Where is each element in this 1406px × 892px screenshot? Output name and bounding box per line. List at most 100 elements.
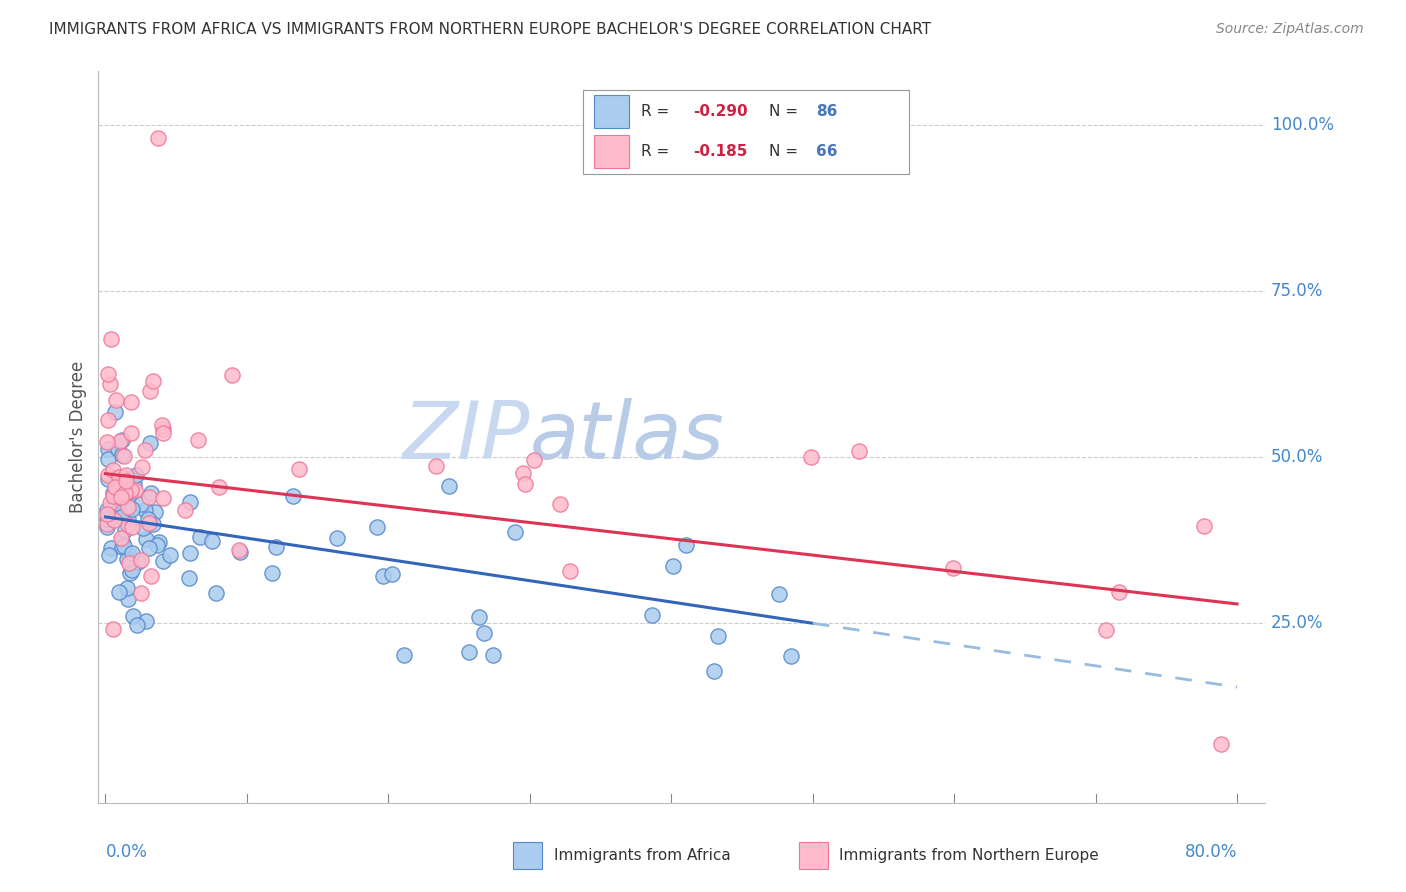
Bar — [595, 136, 630, 169]
Point — [179, 545, 201, 559]
Point — [96, 512, 118, 526]
Point — [437, 479, 460, 493]
Point — [122, 477, 145, 491]
Point — [115, 485, 138, 500]
Bar — [595, 95, 630, 128]
Point — [114, 480, 136, 494]
Point — [115, 467, 138, 482]
Point — [134, 442, 156, 457]
Point — [800, 450, 823, 465]
Point — [208, 480, 231, 494]
Point — [101, 485, 124, 500]
Point — [264, 540, 287, 554]
Text: 80.0%: 80.0% — [1185, 843, 1237, 861]
Point — [707, 629, 730, 643]
Point — [115, 581, 138, 595]
Point — [152, 426, 174, 441]
Point — [108, 434, 131, 448]
Point — [703, 665, 725, 679]
Point — [467, 610, 489, 624]
Point — [228, 542, 250, 557]
Text: 75.0%: 75.0% — [1271, 282, 1323, 300]
Point — [104, 405, 127, 419]
Point — [558, 564, 581, 578]
Point — [115, 474, 138, 488]
Point — [97, 413, 120, 427]
Point — [97, 452, 120, 467]
Point — [97, 472, 120, 486]
Point — [458, 645, 481, 659]
Point — [768, 587, 790, 601]
Point — [150, 417, 173, 432]
Point — [179, 570, 201, 584]
Point — [221, 368, 243, 382]
Point — [142, 516, 165, 531]
Point — [96, 520, 118, 534]
Point — [142, 374, 165, 388]
Point — [108, 503, 131, 517]
Point — [117, 512, 139, 526]
FancyBboxPatch shape — [582, 90, 910, 174]
Point — [173, 503, 195, 517]
Point — [114, 523, 136, 537]
Point — [1108, 585, 1130, 599]
Point — [661, 558, 683, 573]
Point — [159, 549, 181, 563]
Point — [110, 475, 132, 490]
Point — [96, 517, 118, 532]
Text: 86: 86 — [815, 104, 838, 120]
Point — [152, 554, 174, 568]
Point — [129, 586, 152, 600]
Point — [129, 497, 152, 511]
Point — [101, 463, 124, 477]
Point — [114, 485, 136, 500]
Point — [1095, 623, 1118, 637]
Text: atlas: atlas — [530, 398, 725, 476]
Point — [127, 555, 149, 569]
Point — [136, 512, 159, 526]
Point — [96, 502, 118, 516]
Point — [118, 566, 141, 580]
Point — [148, 534, 170, 549]
Text: R =: R = — [641, 145, 675, 160]
Point — [512, 466, 534, 480]
Point — [120, 395, 142, 409]
Point — [121, 520, 143, 534]
Point — [131, 459, 153, 474]
Point — [98, 376, 121, 391]
Point — [472, 626, 495, 640]
Point — [110, 490, 132, 504]
Point — [675, 538, 697, 552]
Point — [112, 450, 135, 464]
Point — [117, 518, 139, 533]
Text: -0.185: -0.185 — [693, 145, 748, 160]
Point — [127, 618, 149, 632]
Point — [134, 502, 156, 516]
Text: N =: N = — [769, 104, 803, 120]
Point — [120, 483, 142, 498]
Point — [366, 520, 388, 534]
Point — [110, 509, 132, 524]
Point — [505, 525, 527, 540]
Point — [97, 442, 120, 456]
Point — [120, 487, 142, 501]
Point — [481, 648, 503, 662]
Point — [188, 531, 211, 545]
Point — [104, 480, 127, 494]
Point — [110, 531, 132, 545]
Point — [392, 648, 415, 662]
Point — [146, 131, 169, 145]
Point — [146, 538, 169, 552]
Point — [371, 569, 394, 583]
Point — [124, 468, 146, 483]
Point — [641, 607, 664, 622]
Text: IMMIGRANTS FROM AFRICA VS IMMIGRANTS FROM NORTHERN EUROPE BACHELOR'S DEGREE CORR: IMMIGRANTS FROM AFRICA VS IMMIGRANTS FRO… — [49, 22, 931, 37]
Text: 0.0%: 0.0% — [105, 843, 148, 861]
Point — [283, 489, 305, 503]
Point — [121, 502, 143, 516]
Point — [112, 539, 135, 553]
Text: Immigrants from Northern Europe: Immigrants from Northern Europe — [839, 848, 1099, 863]
Point — [132, 521, 155, 535]
Point — [139, 384, 162, 398]
Point — [103, 493, 125, 508]
